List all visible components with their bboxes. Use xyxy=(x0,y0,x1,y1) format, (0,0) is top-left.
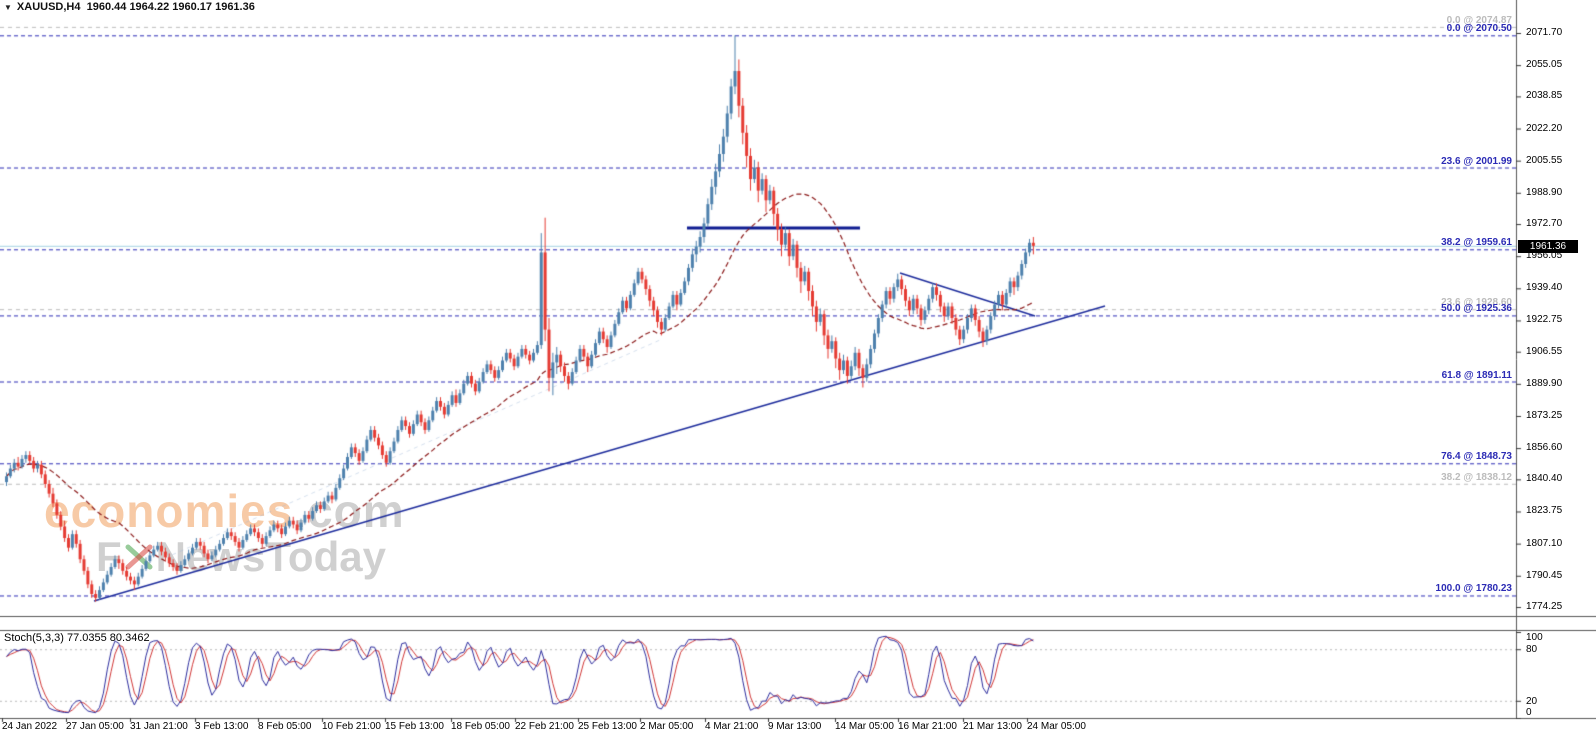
time-axis-tick-label: 16 Mar 21:00 xyxy=(898,721,957,732)
current-price-badge: 1961.36 xyxy=(1518,240,1578,253)
time-axis-tick-label: 24 Mar 05:00 xyxy=(1027,721,1086,732)
price-axis-tick-label: 1988.90 xyxy=(1526,186,1563,198)
time-axis-tick-label: 14 Mar 05:00 xyxy=(835,721,894,732)
ohlc-text: 1960.44 1964.22 1960.17 1961.36 xyxy=(86,1,255,13)
time-axis-tick-label: 4 Mar 21:00 xyxy=(705,721,759,732)
price-axis-tick-label: 1873.25 xyxy=(1526,409,1563,421)
collapse-triangle-icon[interactable]: ▼ xyxy=(4,2,12,12)
time-axis-tick-label: 24 Jan 2022 xyxy=(2,721,58,732)
price-axis-tick-label: 1972.70 xyxy=(1526,218,1563,230)
symbol-timeframe-label: XAUUSD,H4 xyxy=(16,1,81,13)
time-axis-tick-label: 10 Feb 21:00 xyxy=(322,721,381,732)
price-axis-tick-label: 1790.45 xyxy=(1526,569,1563,581)
time-axis-tick-label: 27 Jan 05:00 xyxy=(66,721,124,732)
fib-level-label: 0.0 @ 2070.50 xyxy=(1446,23,1512,35)
price-axis-tick-label: 2071.70 xyxy=(1526,27,1563,38)
price-axis-tick-label: 1856.60 xyxy=(1526,442,1563,454)
fib-level-label: 61.8 @ 1891.11 xyxy=(1441,369,1512,381)
time-axis-tick-label: 18 Feb 05:00 xyxy=(451,721,510,732)
fib-level-label-secondary: 23.6 @ 1928.60 xyxy=(1441,297,1512,309)
fib-level-label-secondary: 38.2 @ 1838.12 xyxy=(1441,471,1512,483)
symbol-info-bar: ▼ XAUUSD,H4 1960.44 1964.22 1960.17 1961.… xyxy=(4,1,255,13)
time-axis-tick-label: 25 Feb 13:00 xyxy=(578,721,637,732)
time-axis-tick-label: 15 Feb 13:00 xyxy=(385,721,444,732)
stoch-axis-tick-label: 80 xyxy=(1526,644,1538,656)
indicator-label: Stoch(5,3,3) 77.0355 80.3462 xyxy=(4,632,150,644)
time-axis-tick-label: 8 Feb 05:00 xyxy=(258,721,312,732)
price-axis-tick-label: 1956.05 xyxy=(1526,250,1563,262)
price-axis-tick-label: 2005.55 xyxy=(1526,154,1563,166)
stoch-axis-tick-label: 100 xyxy=(1526,632,1543,643)
time-axis-tick-label: 9 Mar 13:00 xyxy=(768,721,822,732)
price-axis-tick-label: 1823.75 xyxy=(1526,505,1563,517)
price-axis-tick-label: 2055.05 xyxy=(1526,59,1563,71)
price-axis-tick-label: 1922.75 xyxy=(1526,314,1563,326)
time-axis-tick-label: 3 Feb 13:00 xyxy=(195,721,249,732)
time-axis-tick-label: 2 Mar 05:00 xyxy=(640,721,694,732)
fib-level-label: 38.2 @ 1959.61 xyxy=(1441,237,1512,249)
time-axis-tick-label: 21 Mar 13:00 xyxy=(963,721,1022,732)
price-axis-tick-label: 1807.10 xyxy=(1526,537,1563,549)
time-axis-tick-label: 31 Jan 21:00 xyxy=(130,721,188,732)
price-axis-tick-label: 1889.90 xyxy=(1526,377,1563,389)
fib-level-label-secondary: 0.0 @ 2074.87 xyxy=(1446,14,1512,26)
indicator-name: Stoch(5,3,3) xyxy=(4,632,64,644)
stoch-axis-tick-label: 20 xyxy=(1526,695,1538,707)
price-axis-tick-label: 1840.40 xyxy=(1526,473,1563,485)
fib-level-label: 50.0 @ 1925.36 xyxy=(1441,303,1512,315)
price-axis-tick-label: 1939.40 xyxy=(1526,282,1563,294)
price-axis-tick-label: 2038.85 xyxy=(1526,90,1563,102)
price-axis-tick-label: 1774.25 xyxy=(1526,601,1563,613)
time-axis-tick-label: 22 Feb 21:00 xyxy=(515,721,574,732)
fib-level-label: 23.6 @ 2001.99 xyxy=(1441,155,1512,167)
stoch-axis-tick-label: 0 xyxy=(1526,707,1532,718)
price-axis-tick-label: 1906.55 xyxy=(1526,345,1563,357)
price-axis-tick-label: 2022.20 xyxy=(1526,122,1563,134)
indicator-current-values: 77.0355 80.3462 xyxy=(66,632,150,644)
fib-level-label: 76.4 @ 1848.73 xyxy=(1441,451,1512,463)
fib-level-label: 100.0 @ 1780.23 xyxy=(1435,583,1512,595)
